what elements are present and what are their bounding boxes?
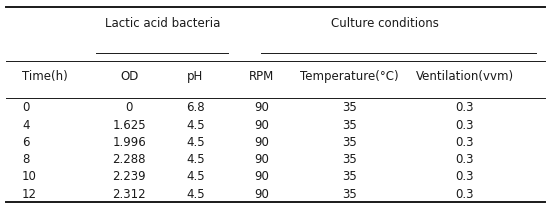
Text: OD: OD (120, 70, 139, 83)
Text: 0.3: 0.3 (455, 118, 474, 131)
Text: 0.3: 0.3 (455, 170, 474, 183)
Text: 4.5: 4.5 (186, 170, 205, 183)
Text: 90: 90 (254, 170, 269, 183)
Text: 0: 0 (22, 101, 29, 114)
Text: 4.5: 4.5 (186, 135, 205, 148)
Text: 6.8: 6.8 (186, 101, 205, 114)
Text: 90: 90 (254, 135, 269, 148)
Text: 2.239: 2.239 (112, 170, 146, 183)
Text: Temperature(°C): Temperature(°C) (300, 70, 399, 83)
Text: 4.5: 4.5 (186, 118, 205, 131)
Text: Time(h): Time(h) (22, 70, 68, 83)
Text: RPM: RPM (249, 70, 274, 83)
Text: 4.5: 4.5 (186, 152, 205, 165)
Text: 10: 10 (22, 170, 37, 183)
Text: 90: 90 (254, 101, 269, 114)
Text: 4.5: 4.5 (186, 187, 205, 200)
Text: 0.3: 0.3 (455, 152, 474, 165)
Text: 35: 35 (342, 152, 356, 165)
Text: 90: 90 (254, 118, 269, 131)
Text: 4: 4 (22, 118, 30, 131)
Text: 90: 90 (254, 187, 269, 200)
Text: 6: 6 (22, 135, 30, 148)
Text: 35: 35 (342, 187, 356, 200)
Text: 0.3: 0.3 (455, 101, 474, 114)
Text: 12: 12 (22, 187, 37, 200)
Text: 1.996: 1.996 (112, 135, 146, 148)
Text: 1.625: 1.625 (112, 118, 146, 131)
Text: 2.312: 2.312 (112, 187, 146, 200)
Text: Lactic acid bacteria: Lactic acid bacteria (104, 17, 220, 30)
Text: 8: 8 (22, 152, 29, 165)
Text: pH: pH (187, 70, 204, 83)
Text: 90: 90 (254, 152, 269, 165)
Text: 35: 35 (342, 101, 356, 114)
Text: Culture conditions: Culture conditions (331, 17, 439, 30)
Text: Ventilation(vvm): Ventilation(vvm) (416, 70, 514, 83)
Text: 35: 35 (342, 135, 356, 148)
Text: 2.288: 2.288 (113, 152, 146, 165)
Text: 0.3: 0.3 (455, 135, 474, 148)
Text: 0.3: 0.3 (455, 187, 474, 200)
Text: 0: 0 (125, 101, 133, 114)
Text: 35: 35 (342, 170, 356, 183)
Text: 35: 35 (342, 118, 356, 131)
